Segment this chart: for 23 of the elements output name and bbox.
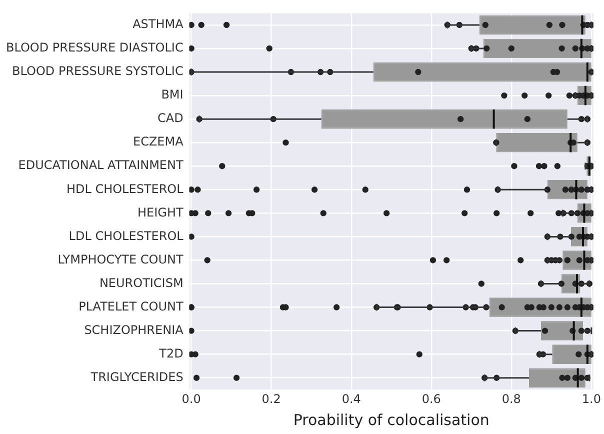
y-tick-label: PLATELET COUNT (78, 299, 184, 314)
x-tick-label: 0.4 (342, 392, 361, 406)
y-tick-label: T2D (158, 346, 184, 360)
x-axis-title: Proability of colocalisation (293, 410, 490, 429)
y-tick-label: LDL CHOLESTEROL (68, 228, 184, 243)
y-tick-label: BLOOD PRESSURE DIASTOLIC (6, 40, 184, 55)
x-tick-label: 0.6 (422, 392, 441, 406)
y-tick-label: LYMPHOCYTE COUNT (58, 252, 184, 266)
x-tick-label: 0.2 (262, 392, 281, 406)
x-tick-label: 0.0 (182, 392, 201, 406)
x-tick-label: 0.8 (502, 392, 521, 406)
y-tick-label: HDL CHOLESTEROL (66, 182, 184, 196)
y-tick-label: ASTHMA (132, 17, 184, 32)
y-tick-label: BMI (161, 88, 184, 102)
y-tick-label: TRIGLYCERIDES (90, 370, 184, 384)
y-tick-label: SCHIZOPHRENIA (84, 322, 184, 337)
y-tick-label: NEUROTICISM (99, 276, 184, 290)
y-tick-label: HEIGHT (138, 205, 184, 220)
x-tick-label: 1.0 (582, 392, 601, 406)
y-tick-label: ECZEMA (133, 134, 184, 149)
y-tick-label: BLOOD PRESSURE SYSTOLIC (12, 64, 184, 78)
y-tick-label: EDUCATIONAL ATTAINMENT (18, 158, 184, 172)
y-tick-label: CAD (158, 111, 184, 126)
